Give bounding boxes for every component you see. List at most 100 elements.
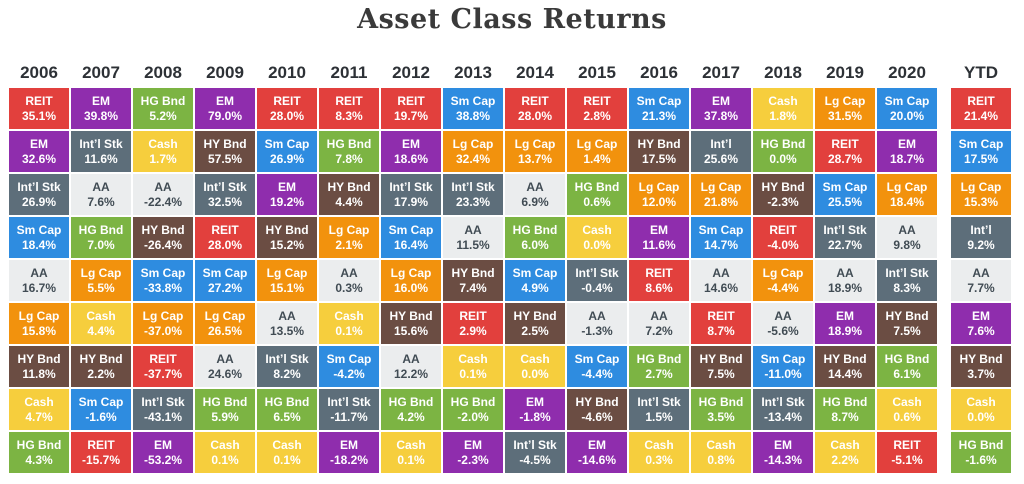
cell-2006-cash: Cash 4.7% — [9, 389, 69, 430]
return-value: 32.5% — [207, 194, 243, 209]
cell-2020-sm-cap: Sm Cap 20.0% — [877, 88, 937, 129]
asset-label: Lg Cap — [390, 265, 432, 280]
return-value: -2.0% — [457, 409, 489, 424]
return-value: 21.4% — [963, 108, 999, 123]
return-value: 7.5% — [893, 323, 921, 338]
cell-2009-aa: AA 24.6% — [195, 346, 255, 387]
return-value: -37.7% — [143, 366, 183, 381]
asset-label: Cash — [966, 394, 996, 409]
asset-label: HG Bnd — [388, 394, 434, 409]
return-value: 23.3% — [455, 194, 491, 209]
asset-label: Int’l Stk — [761, 394, 805, 409]
return-value: 19.2% — [269, 194, 305, 209]
return-value: -53.2% — [143, 452, 183, 467]
returns-table: 2006 REIT 35.1% EM 32.6% Int’l Stk 26.9% Sm Cap… — [9, 38, 1024, 473]
cell-2007-sm-cap: Sm Cap -1.6% — [71, 389, 131, 430]
cell-2019-lg-cap: Lg Cap 31.5% — [815, 88, 875, 129]
cell-ytd-int-l: Int’l 9.2% — [951, 217, 1011, 258]
column-2018: 2018 Cash 1.8% HG Bnd 0.0% HY Bnd -2.3% REIT -4.… — [753, 38, 813, 473]
return-value: -4.2% — [333, 366, 365, 381]
asset-label: EM — [650, 222, 668, 237]
cell-2006-aa: AA 16.7% — [9, 260, 69, 301]
cell-2018-lg-cap: Lg Cap -4.4% — [753, 260, 813, 301]
return-value: 25.5% — [827, 194, 863, 209]
cell-2010-sm-cap: Sm Cap 26.9% — [257, 131, 317, 172]
column-cells: REIT 8.3% HG Bnd 7.8% HY Bnd 4.4% Lg Cap 2.1% AA… — [319, 88, 379, 473]
return-value: 9.8% — [893, 237, 921, 252]
asset-label: Sm Cap — [264, 136, 310, 151]
return-value: 26.9% — [21, 194, 57, 209]
return-value: 17.5% — [963, 151, 999, 166]
column-cells: HG Bnd 5.2% Cash 1.7% AA -22.4% HY Bnd -26.4% Sm… — [133, 88, 193, 473]
asset-label: REIT — [645, 265, 673, 280]
cell-2006-int-l-stk: Int’l Stk 26.9% — [9, 174, 69, 215]
cell-2011-hg-bnd: HG Bnd 7.8% — [319, 131, 379, 172]
return-value: 8.3% — [893, 280, 921, 295]
return-value: 13.7% — [517, 151, 553, 166]
return-value: 13.5% — [269, 323, 305, 338]
cell-2017-em: EM 37.8% — [691, 88, 751, 129]
return-value: 4.4% — [87, 323, 115, 338]
cell-ytd-em: EM 7.6% — [951, 303, 1011, 344]
cell-2015-cash: Cash 0.0% — [567, 217, 627, 258]
return-value: 4.4% — [335, 194, 363, 209]
cell-2015-lg-cap: Lg Cap 1.4% — [567, 131, 627, 172]
cell-2011-reit: REIT 8.3% — [319, 88, 379, 129]
asset-label: Int’l — [970, 222, 992, 237]
asset-label: Lg Cap — [80, 265, 122, 280]
asset-label: EM — [972, 308, 990, 323]
return-value: 0.3% — [645, 452, 673, 467]
asset-label: Lg Cap — [960, 179, 1002, 194]
cell-2010-cash: Cash 0.1% — [257, 432, 317, 473]
asset-label: HG Bnd — [574, 179, 620, 194]
return-value: 79.0% — [207, 108, 243, 123]
cell-2016-cash: Cash 0.3% — [629, 432, 689, 473]
return-value: 38.8% — [455, 108, 491, 123]
return-value: -2.3% — [767, 194, 799, 209]
return-value: 1.5% — [645, 409, 673, 424]
cell-2011-sm-cap: Sm Cap -4.2% — [319, 346, 379, 387]
asset-label: HG Bnd — [698, 394, 744, 409]
cell-2018-aa: AA -5.6% — [753, 303, 813, 344]
return-value: 37.8% — [703, 108, 739, 123]
cell-ytd-lg-cap: Lg Cap 15.3% — [951, 174, 1011, 215]
asset-label: HY Bnd — [761, 179, 805, 194]
asset-label: Int’l Stk — [141, 394, 185, 409]
return-value: 7.2% — [645, 323, 673, 338]
column-2006: 2006 REIT 35.1% EM 32.6% Int’l Stk 26.9% Sm Cap… — [9, 38, 69, 473]
cell-2006-hy-bnd: HY Bnd 11.8% — [9, 346, 69, 387]
asset-label: Cash — [892, 394, 922, 409]
return-value: -22.4% — [143, 194, 183, 209]
asset-label: HY Bnd — [79, 351, 123, 366]
return-value: 14.4% — [827, 366, 863, 381]
return-value: -4.4% — [767, 280, 799, 295]
cell-2012-em: EM 18.6% — [381, 131, 441, 172]
asset-label: EM — [898, 136, 916, 151]
asset-label: AA — [30, 265, 48, 280]
return-value: -14.6% — [577, 452, 617, 467]
year-header-2013: 2013 — [454, 63, 492, 82]
asset-label: HY Bnd — [389, 308, 433, 323]
cell-2013-aa: AA 11.5% — [443, 217, 503, 258]
cell-2009-hg-bnd: HG Bnd 5.9% — [195, 389, 255, 430]
cell-2014-reit: REIT 28.0% — [505, 88, 565, 129]
asset-label: EM — [464, 437, 482, 452]
asset-label: AA — [154, 179, 172, 194]
asset-label: REIT — [831, 136, 859, 151]
asset-label: REIT — [397, 93, 425, 108]
return-value: 18.9% — [827, 323, 863, 338]
asset-label: HG Bnd — [140, 93, 186, 108]
asset-label: Sm Cap — [512, 265, 558, 280]
asset-label: Lg Cap — [514, 136, 556, 151]
asset-label: EM — [836, 308, 854, 323]
asset-label: EM — [712, 93, 730, 108]
return-value: -1.8% — [519, 409, 551, 424]
return-value: 2.7% — [645, 366, 673, 381]
return-value: 24.6% — [207, 366, 243, 381]
cell-2011-cash: Cash 0.1% — [319, 303, 379, 344]
return-value: -18.2% — [329, 452, 369, 467]
cell-2016-em: EM 11.6% — [629, 217, 689, 258]
asset-label: EM — [92, 93, 110, 108]
asset-label: HY Bnd — [885, 308, 929, 323]
asset-label: Lg Cap — [762, 265, 804, 280]
